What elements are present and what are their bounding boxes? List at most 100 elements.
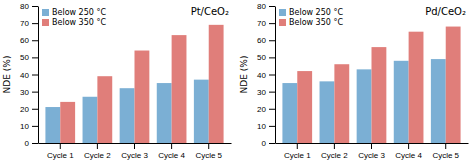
tick-label: 60: [257, 36, 266, 45]
y-tick: 50: [20, 53, 38, 62]
legend-item: Below 350 °C: [279, 18, 343, 27]
tick-label: Cycle 1: [47, 151, 74, 160]
tick-mark: [134, 143, 135, 149]
y-axis-title: NDE (%): [239, 56, 249, 94]
y-tick: 70: [257, 19, 275, 28]
bar: [172, 35, 187, 143]
tick-label: 60: [20, 36, 29, 45]
bar: [209, 25, 224, 143]
y-axis: 01020304050607080: [257, 2, 275, 148]
bar: [194, 80, 209, 143]
panel: 01020304050607080Cycle 1Cycle 2Cycle 3Cy…: [239, 2, 469, 160]
y-tick: 10: [257, 122, 275, 131]
y-axis: 0 10 20 30 40 50 60 70 80: [20, 2, 38, 148]
y-tick: 30: [257, 88, 275, 97]
x-tick: Cycle 4: [158, 143, 185, 160]
x-tick: Cycle 3: [358, 143, 385, 160]
y-tick: 10: [20, 122, 38, 131]
tick-label: 0: [25, 139, 30, 148]
bar: [357, 69, 372, 143]
x-tick: Cycle 2: [84, 143, 111, 160]
tick-label: 40: [257, 71, 266, 80]
x-tick: Cycle 5: [432, 143, 459, 160]
legend-swatch: [42, 19, 49, 26]
y-tick: 40: [20, 71, 38, 80]
y-tick: 30: [20, 88, 38, 97]
bar: [45, 107, 60, 143]
tick-label: Cycle 2: [321, 151, 348, 160]
tick-mark: [269, 57, 275, 58]
legend: Below 250 °CBelow 350 °C: [42, 8, 106, 27]
legend-swatch: [279, 9, 286, 16]
tick-mark: [60, 143, 61, 149]
bar: [372, 47, 387, 143]
legend-label: Below 250 °C: [52, 8, 106, 17]
legend-swatch: [42, 9, 49, 16]
bar: [409, 32, 424, 143]
y-tick: 80: [20, 2, 38, 11]
legend-item: Below 250 °C: [279, 8, 343, 17]
chart-title: Pt/CeO₂: [191, 6, 229, 17]
y-tick: 0: [25, 139, 38, 148]
bar: [135, 51, 150, 143]
tick-label: 70: [20, 19, 29, 28]
x-tick: Cycle 1: [47, 143, 74, 160]
tick-mark: [445, 143, 446, 149]
tick-label: Cycle 3: [121, 151, 148, 160]
tick-mark: [269, 92, 275, 93]
bar: [334, 64, 349, 143]
bar: [157, 83, 172, 143]
tick-mark: [32, 40, 38, 41]
tick-mark: [269, 40, 275, 41]
y-tick: 0: [262, 139, 275, 148]
legend-item: Below 350 °C: [42, 18, 106, 27]
y-axis-title: NDE (%): [2, 56, 12, 94]
tick-label: 10: [20, 122, 29, 131]
tick-mark: [32, 57, 38, 58]
tick-mark: [408, 143, 409, 149]
tick-mark: [32, 126, 38, 127]
tick-mark: [208, 143, 209, 149]
tick-label: 50: [20, 53, 29, 62]
tick-mark: [32, 23, 38, 24]
tick-mark: [269, 109, 275, 110]
tick-mark: [371, 143, 372, 149]
tick-label: 30: [257, 88, 266, 97]
bar: [83, 97, 98, 143]
tick-label: 20: [20, 105, 29, 114]
tick-label: 20: [257, 105, 266, 114]
bar: [431, 59, 446, 143]
y-tick: 70: [20, 19, 38, 28]
legend-label: Below 250 °C: [289, 8, 343, 17]
tick-label: 50: [257, 53, 266, 62]
tick-label: 10: [257, 122, 266, 131]
tick-mark: [32, 143, 38, 144]
tick-mark: [269, 75, 275, 76]
bar: [297, 71, 312, 143]
tick-label: 0: [262, 139, 267, 148]
x-tick: Cycle 3: [121, 143, 148, 160]
y-tick: 40: [257, 71, 275, 80]
x-tick: Cycle 4: [395, 143, 422, 160]
tick-mark: [32, 109, 38, 110]
tick-label: 70: [257, 19, 266, 28]
chart-root: 0 10 20 30 40 50 60 70 80 Cycle 1 Cycle 2 Cycle 3 Cy…: [0, 0, 474, 161]
axis-line: [38, 7, 39, 144]
y-tick: 20: [20, 105, 38, 114]
legend: Below 250 °CBelow 350 °C: [279, 8, 343, 27]
tick-label: Cycle 5: [432, 151, 459, 160]
panel: 0 10 20 30 40 50 60 70 80 Cycle 1 Cycle 2 Cycle 3 Cy…: [2, 2, 232, 160]
bars: [282, 27, 460, 143]
y-tick: 60: [20, 36, 38, 45]
tick-label: Cycle 4: [395, 151, 422, 160]
tick-label: Cycle 5: [195, 151, 222, 160]
tick-label: 40: [20, 71, 29, 80]
x-tick: Cycle 1: [284, 143, 311, 160]
bar: [446, 27, 461, 143]
tick-mark: [32, 75, 38, 76]
legend-swatch: [279, 19, 286, 26]
tick-mark: [171, 143, 172, 149]
tick-label: Cycle 2: [84, 151, 111, 160]
tick-mark: [269, 143, 275, 144]
tick-label: Cycle 3: [358, 151, 385, 160]
